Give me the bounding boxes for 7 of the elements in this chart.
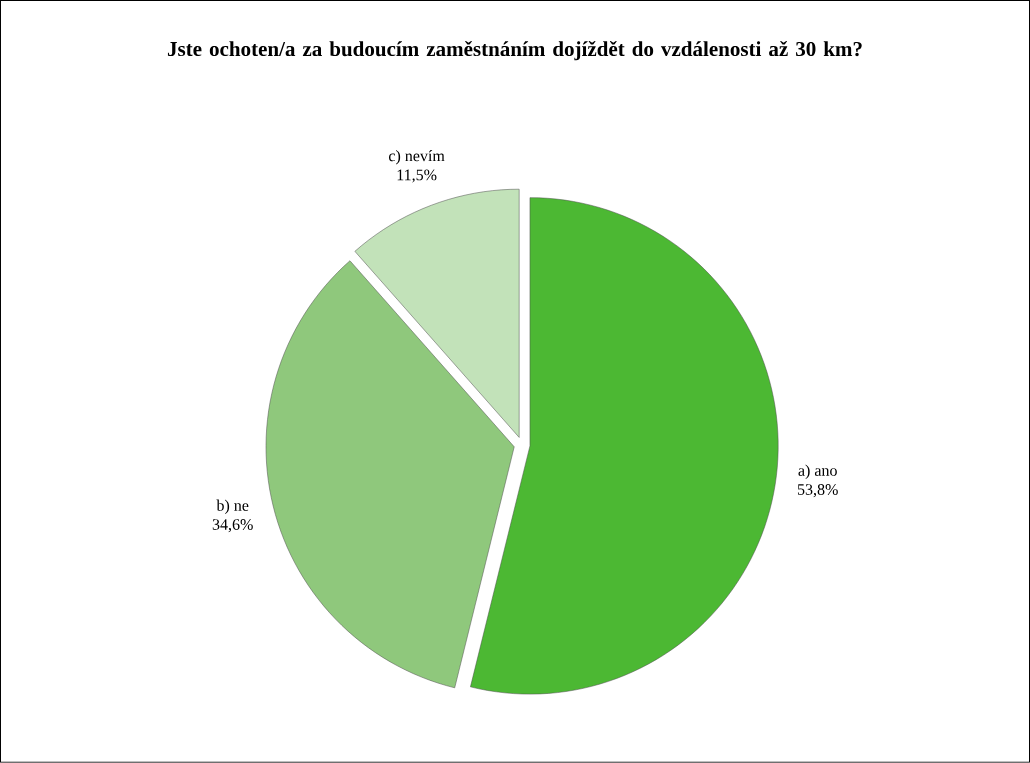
data-label: 53,8% bbox=[797, 484, 838, 498]
slice-label: c) nevím bbox=[388, 150, 445, 165]
data-label: 11,5% bbox=[397, 169, 437, 183]
slice-label: a) ano bbox=[798, 464, 837, 480]
slice-label: b) ne bbox=[216, 499, 249, 515]
chart-title: Jste ochoten/a za budoucím zaměstnáním dojíždět do vzdálenosti až 30 km? bbox=[167, 41, 862, 61]
data-label: 34,6% bbox=[212, 519, 253, 533]
